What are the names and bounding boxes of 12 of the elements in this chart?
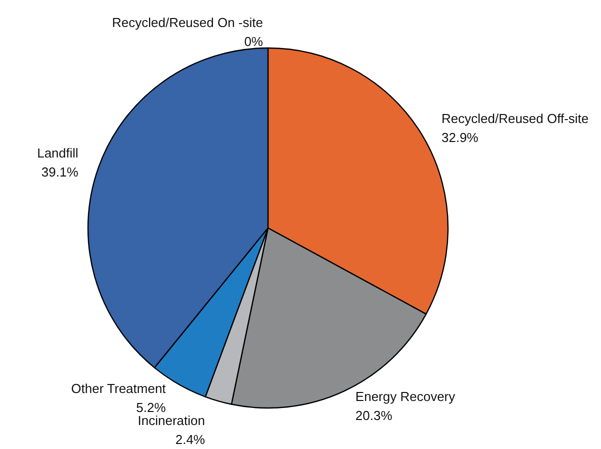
data-label: 2.4% (175, 432, 206, 447)
slice-label: Incineration (138, 412, 205, 428)
slice-label: Energy Recovery (355, 388, 456, 404)
data-label: 32.9% (441, 130, 479, 145)
data-label: 5.2% (136, 400, 166, 416)
category-label: Recycled/Reused On -site (112, 15, 263, 30)
data-label: 20.3% (355, 408, 393, 423)
slice-label: Landfill (37, 145, 78, 160)
slice-label: Recycled/Reused Off-site (441, 110, 589, 126)
slice-label: Other Treatment (71, 381, 166, 396)
text: 0% (244, 34, 263, 49)
data-label: 39.1% (41, 164, 79, 180)
